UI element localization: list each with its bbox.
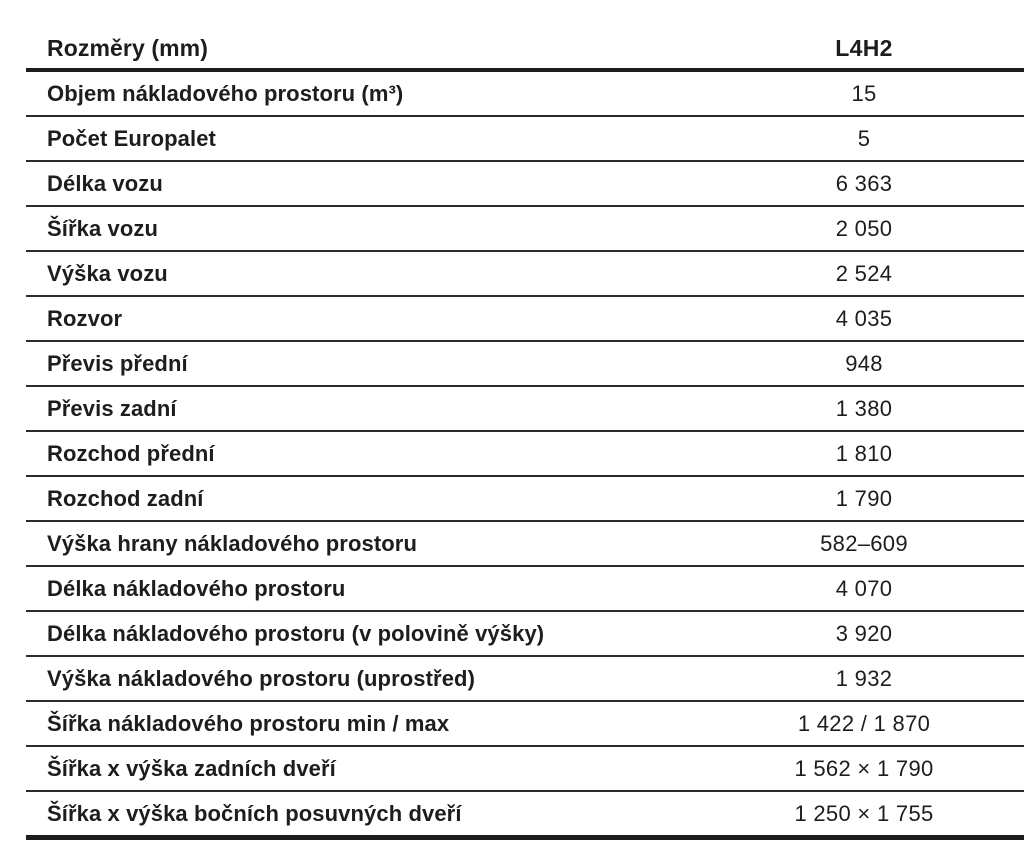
table-row: Výška vozu 2 524: [26, 252, 1024, 297]
table-row: Šířka x výška bočních posuvných dveří 1 2…: [26, 792, 1024, 840]
row-value: 1 810: [835, 440, 893, 466]
row-value: 1 380: [835, 395, 893, 421]
row-label: Šířka x výška bočních posuvných dveří: [47, 800, 462, 826]
row-label: Převis zadní: [47, 395, 177, 421]
row-value: 1 250 × 1 755: [794, 800, 934, 826]
row-value: 582–609: [820, 530, 908, 556]
row-label: Délka nákladového prostoru (v polovině v…: [47, 620, 545, 646]
row-value: 4 035: [835, 305, 893, 331]
table-row: Šířka nákladového prostoru min / max 1 42…: [26, 702, 1024, 747]
row-value: 2 050: [835, 215, 893, 241]
row-label: Výška hrany nákladového prostoru: [47, 530, 417, 556]
row-label: Délka vozu: [47, 170, 163, 196]
table-row: Rozchod zadní 1 790: [26, 477, 1024, 522]
table-row: Výška nákladového prostoru (uprostřed) 1 …: [26, 657, 1024, 702]
table-row: Délka vozu 6 363: [26, 162, 1024, 207]
table-row: Šířka x výška zadních dveří 1 562 × 1 790: [26, 747, 1024, 792]
row-value: 1 790: [835, 485, 893, 511]
row-value: 3 920: [835, 620, 893, 646]
row-label: Výška vozu: [47, 260, 168, 286]
row-value: 6 363: [835, 170, 893, 196]
dimensions-table: Rozměry (mm) L4H2 Objem nákladového pros…: [26, 20, 1024, 840]
table-row: Výška hrany nákladového prostoru 582–609: [26, 522, 1024, 567]
row-label: Šířka nákladového prostoru min / max: [47, 710, 450, 736]
row-label: Rozchod přední: [47, 440, 215, 466]
table-row: Rozvor 4 035: [26, 297, 1024, 342]
table-row: Objem nákladového prostoru (m³) 15: [26, 72, 1024, 117]
table-row: Počet Europalet 5: [26, 117, 1024, 162]
table-row: Převis přední 948: [26, 342, 1024, 387]
table-row: Převis zadní 1 380: [26, 387, 1024, 432]
table-header-row: Rozměry (mm) L4H2: [26, 20, 1024, 72]
row-value: 948: [845, 350, 883, 376]
row-label: Šířka x výška zadních dveří: [47, 755, 336, 781]
table-row: Rozchod přední 1 810: [26, 432, 1024, 477]
dimensions-table-body: Objem nákladového prostoru (m³) 15 Počet E…: [26, 72, 1024, 840]
row-label: Rozvor: [47, 305, 123, 331]
row-value: 1 422 / 1 870: [797, 710, 931, 736]
row-value: 2 524: [835, 260, 893, 286]
row-label: Objem nákladového prostoru (m³): [47, 80, 404, 106]
row-label: Rozchod zadní: [47, 485, 204, 511]
row-value: 4 070: [835, 575, 893, 601]
row-label: Převis přední: [47, 350, 188, 376]
row-label: Šířka vozu: [47, 215, 159, 241]
table-header-label: Rozměry (mm): [47, 35, 208, 61]
table-row: Délka nákladového prostoru (v polovině v…: [26, 612, 1024, 657]
row-value: 15: [851, 80, 877, 106]
row-value: 1 932: [835, 665, 893, 691]
table-header-variant: L4H2: [835, 35, 893, 61]
row-label: Výška nákladového prostoru (uprostřed): [47, 665, 475, 691]
row-value: 1 562 × 1 790: [794, 755, 934, 781]
row-label: Počet Europalet: [47, 125, 216, 151]
row-value: 5: [857, 125, 871, 151]
row-label: Délka nákladového prostoru: [47, 575, 346, 601]
table-row: Délka nákladového prostoru 4 070: [26, 567, 1024, 612]
table-row: Šířka vozu 2 050: [26, 207, 1024, 252]
